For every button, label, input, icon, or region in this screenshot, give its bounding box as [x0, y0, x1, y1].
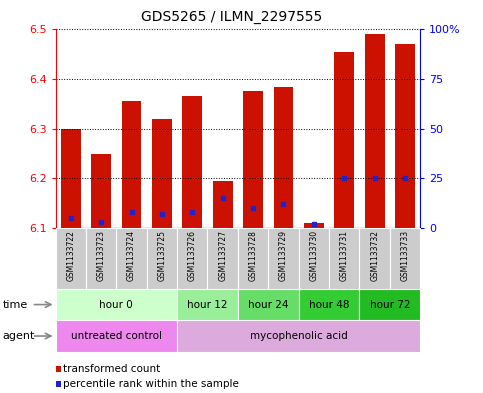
Text: hour 72: hour 72	[369, 299, 410, 310]
Bar	[56, 365, 61, 372]
Bar	[238, 228, 268, 289]
Text: GSM1133727: GSM1133727	[218, 230, 227, 281]
Bar	[365, 35, 384, 228]
Bar	[298, 289, 359, 320]
Bar	[177, 228, 208, 289]
Text: GSM1133729: GSM1133729	[279, 230, 288, 281]
Bar	[61, 129, 81, 228]
Bar	[183, 96, 202, 228]
Bar	[152, 119, 172, 228]
Bar	[273, 86, 293, 228]
Bar	[86, 228, 116, 289]
Bar	[91, 154, 111, 228]
Bar	[359, 289, 420, 320]
Text: GSM1133725: GSM1133725	[157, 230, 167, 281]
Text: transformed count: transformed count	[63, 364, 160, 374]
Bar	[334, 52, 354, 228]
Text: time: time	[2, 299, 28, 310]
Bar	[304, 223, 324, 228]
Text: GSM1133732: GSM1133732	[370, 230, 379, 281]
Bar	[147, 228, 177, 289]
Bar	[56, 289, 177, 320]
Text: GSM1133730: GSM1133730	[309, 230, 318, 281]
Bar	[116, 228, 147, 289]
Text: hour 0: hour 0	[99, 299, 133, 310]
Bar	[298, 228, 329, 289]
Text: untreated control: untreated control	[71, 331, 162, 341]
Bar	[177, 320, 420, 352]
Bar	[268, 228, 298, 289]
Text: agent: agent	[2, 331, 35, 341]
Text: percentile rank within the sample: percentile rank within the sample	[63, 379, 239, 389]
Bar	[238, 289, 298, 320]
Text: mycophenolic acid: mycophenolic acid	[250, 331, 348, 341]
Bar	[56, 381, 61, 387]
Text: hour 12: hour 12	[187, 299, 228, 310]
Text: GSM1133726: GSM1133726	[188, 230, 197, 281]
Text: GSM1133723: GSM1133723	[97, 230, 106, 281]
Bar	[213, 181, 232, 228]
Text: hour 24: hour 24	[248, 299, 288, 310]
Text: hour 48: hour 48	[309, 299, 349, 310]
Bar	[243, 92, 263, 228]
Text: GSM1133724: GSM1133724	[127, 230, 136, 281]
Bar	[390, 228, 420, 289]
Text: GSM1133728: GSM1133728	[249, 230, 257, 281]
Text: GSM1133733: GSM1133733	[400, 230, 410, 281]
Bar	[177, 289, 238, 320]
Text: GSM1133722: GSM1133722	[66, 230, 75, 281]
Text: GDS5265 / ILMN_2297555: GDS5265 / ILMN_2297555	[141, 10, 323, 24]
Bar	[208, 228, 238, 289]
Bar	[122, 101, 142, 228]
Bar	[395, 44, 415, 228]
Bar	[359, 228, 390, 289]
Bar	[56, 228, 86, 289]
Bar	[56, 320, 177, 352]
Text: GSM1133731: GSM1133731	[340, 230, 349, 281]
Bar	[329, 228, 359, 289]
